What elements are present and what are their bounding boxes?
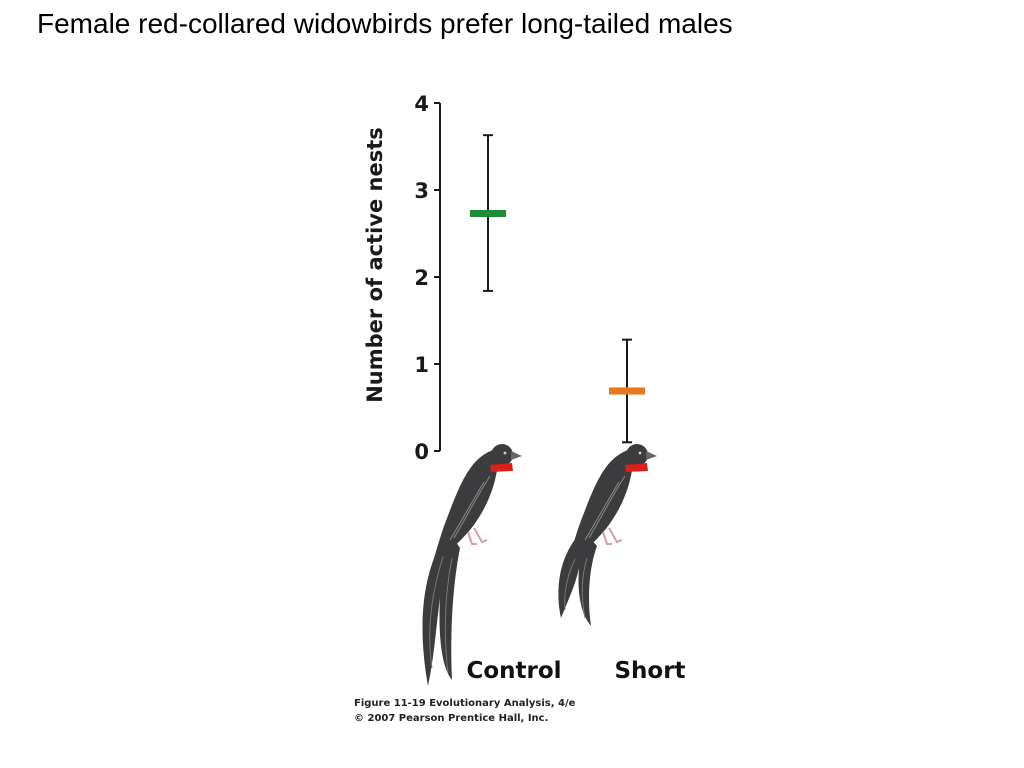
caption-line-1: Figure 11-19 Evolutionary Analysis, 4/e — [354, 698, 576, 709]
x-tick-label-control: Control — [466, 658, 561, 684]
widowbird-long-tail-icon — [422, 443, 523, 686]
figure-caption: Figure 11-19 Evolutionary Analysis, 4/e … — [354, 696, 575, 726]
mean-marker — [470, 209, 506, 217]
widowbird-short-tail-icon — [558, 443, 658, 626]
caption-line-2: © 2007 Pearson Prentice Hall, Inc. — [354, 713, 549, 724]
bird-body — [431, 443, 523, 567]
category-illustrations — [422, 443, 658, 686]
x-tick-label-short: Short — [614, 658, 685, 684]
y-tick-label: 1 — [414, 353, 429, 377]
y-axis: 0 1 2 3 4 Number of active nests — [363, 92, 441, 464]
slide-title: Female red-collared widowbirds prefer lo… — [37, 8, 733, 39]
y-axis-label: Number of active nests — [363, 127, 387, 403]
mean-marker — [609, 387, 645, 395]
data-point-control — [470, 134, 506, 292]
y-tick-label: 0 — [414, 440, 429, 464]
bird-tail-detail — [429, 547, 453, 674]
bird-tail — [558, 530, 597, 626]
bird-tail — [422, 530, 460, 686]
data-points — [470, 134, 645, 444]
bird-body — [566, 443, 658, 567]
y-tick-label: 3 — [414, 179, 429, 203]
x-tick-labels: Control Short — [466, 658, 685, 684]
y-tick-label: 4 — [414, 92, 429, 116]
y-tick-label: 2 — [414, 266, 429, 290]
data-point-short — [609, 338, 645, 444]
